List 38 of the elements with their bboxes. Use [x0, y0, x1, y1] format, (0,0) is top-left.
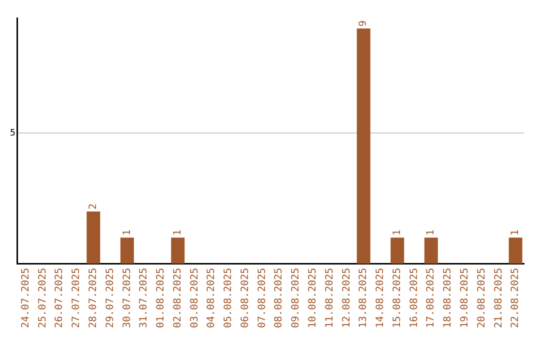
x-tick-label: 19.08.2025: [459, 268, 470, 328]
x-tick-label: 24.07.2025: [20, 268, 32, 328]
x-tick-label: 26.07.2025: [54, 268, 66, 328]
data-label: 2: [88, 203, 99, 210]
x-tick-label: 14.08.2025: [375, 268, 386, 328]
x-tick-label: 08.08.2025: [274, 268, 285, 328]
x-tick-label: 30.07.2025: [122, 268, 133, 328]
x-tick-label: 12.08.2025: [341, 268, 352, 328]
x-tick-label: 27.07.2025: [71, 268, 82, 328]
x-tick-label: 02.08.2025: [172, 268, 184, 328]
x-tick-label: 06.08.2025: [240, 268, 251, 328]
data-label: 1: [392, 230, 403, 236]
x-tick-label: 13.08.2025: [358, 268, 370, 328]
x-tick-label: 04.08.2025: [206, 268, 218, 328]
x-tick-label: 07.08.2025: [256, 268, 268, 328]
x-tick-label: 01.08.2025: [156, 268, 167, 328]
x-tick-label: 03.08.2025: [189, 268, 200, 328]
x-tick-label: 22.08.2025: [510, 268, 522, 328]
x-tick-label: 25.07.2025: [37, 268, 48, 328]
data-label: 1: [122, 230, 133, 236]
x-tick-label: 18.08.2025: [442, 268, 454, 328]
data-label: 1: [426, 230, 437, 236]
y-tick-label: 5: [10, 128, 16, 138]
data-label: 1: [172, 230, 184, 236]
x-tick-label: 16.08.2025: [408, 268, 420, 328]
x-tick-label: 17.08.2025: [426, 268, 437, 328]
data-label: 1: [510, 230, 522, 236]
x-tick-label: 31.07.2025: [138, 268, 150, 328]
x-tick-label: 10.08.2025: [308, 268, 319, 328]
data-label: 9: [358, 20, 370, 26]
x-tick-label: 11.08.2025: [324, 268, 336, 328]
x-tick-label: 29.07.2025: [104, 268, 116, 328]
x-tick-label: 21.08.2025: [493, 268, 504, 328]
x-tick-label: 20.08.2025: [476, 268, 488, 328]
x-tick-label: 15.08.2025: [392, 268, 403, 328]
x-tick-label: 28.07.2025: [88, 268, 99, 328]
x-tick-label: 09.08.2025: [290, 268, 302, 328]
x-tick-label: 05.08.2025: [223, 268, 234, 328]
